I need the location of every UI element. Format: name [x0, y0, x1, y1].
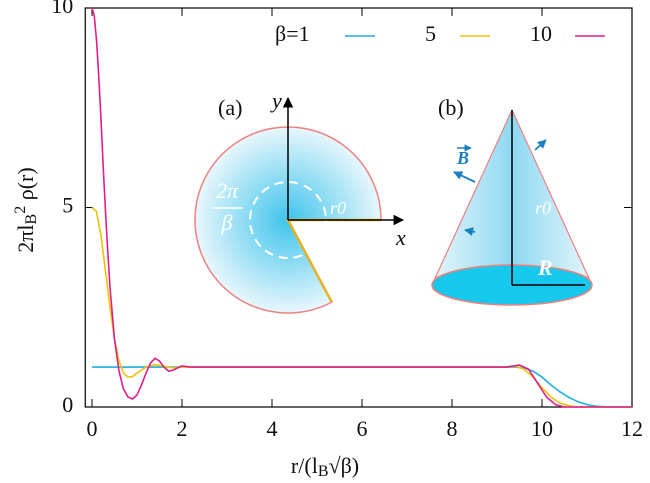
- inset-label: (a): [218, 95, 242, 120]
- y-axis-label: 2πlB2 ρ(r): [12, 167, 40, 252]
- legend-label: β=1: [275, 21, 310, 46]
- x-tick-label: 2: [177, 416, 188, 441]
- inset-a: (a) y x 2π β r0: [194, 88, 406, 314]
- y-tick-label: 5: [62, 193, 73, 218]
- x-tick-label: 4: [267, 416, 278, 441]
- cone-edge: [511, 109, 593, 286]
- legend-label: 10: [530, 21, 552, 46]
- x-tick-label: 12: [621, 416, 643, 441]
- legend-label: 5: [425, 21, 436, 46]
- y-tick-label: 10: [51, 0, 73, 18]
- angle-den: β: [221, 210, 233, 235]
- x-tick-label: 0: [87, 416, 98, 441]
- x-tick-label: 6: [357, 416, 368, 441]
- y-tick-label: 0: [62, 392, 73, 417]
- series-line: [91, 7, 632, 408]
- x-axis-label: r/(lB√β): [291, 453, 359, 480]
- radius-label: r0: [330, 198, 346, 218]
- field-arrow: [534, 139, 547, 151]
- axis-name: x: [395, 225, 406, 250]
- field-arrow: [464, 227, 476, 237]
- field-label: B: [456, 148, 469, 168]
- series-line: [91, 206, 632, 408]
- field-arrow: [453, 171, 476, 183]
- x-tick-label: 8: [447, 416, 458, 441]
- axis-name: y: [270, 88, 282, 113]
- x-tick-label: 10: [531, 416, 553, 441]
- inset-b: (b) B r0 R: [431, 95, 593, 306]
- base-radius-label: R: [537, 255, 553, 280]
- angle-num: 2π: [216, 178, 239, 203]
- cone-edge: [431, 109, 513, 286]
- inset-label: (b): [438, 95, 464, 120]
- slant-label: r0: [535, 198, 551, 218]
